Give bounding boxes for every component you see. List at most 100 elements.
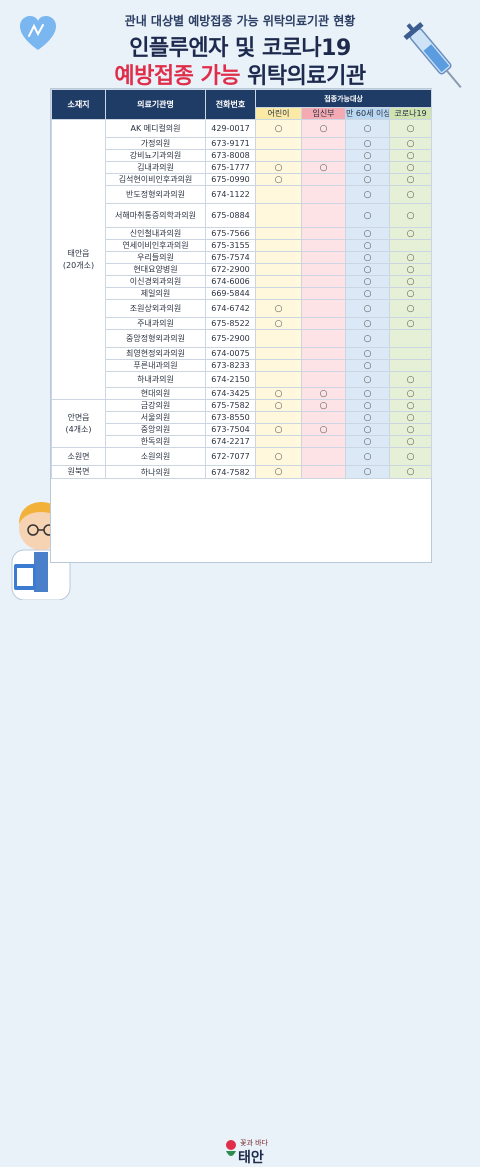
pregnant-cell [301, 435, 346, 448]
available-mark: ○ [363, 467, 372, 477]
covid-cell: ○ [388, 387, 433, 400]
institution-phone: 675-7582 [205, 399, 256, 412]
institution-name: 푸른내과의원 [105, 359, 206, 372]
available-mark: ○ [406, 467, 415, 477]
child-cell [255, 203, 302, 228]
institution-name: 최영현정외과의원 [105, 347, 206, 360]
child-cell: ○ [255, 423, 302, 436]
institution-phone: 675-0884 [205, 203, 256, 228]
available-mark: ○ [274, 303, 283, 314]
covid-cell: ○ [388, 411, 433, 424]
available-mark: ○ [274, 388, 283, 399]
pregnant-cell: ○ [301, 387, 346, 400]
covid-cell: ○ [388, 287, 433, 300]
table-row: 김석현이비인후과의원 675-0990 ○ ○ ○ [52, 173, 433, 186]
elderly-cell: ○ [345, 203, 390, 228]
available-mark: ○ [406, 252, 415, 263]
available-mark: ○ [363, 240, 372, 251]
region-cell: 태안읍 (20개소) [51, 119, 106, 400]
covid-cell: ○ [388, 251, 433, 264]
table-row: 중앙정형외과의원 675-2900 ○ [52, 329, 433, 348]
covid-cell: ○ [388, 185, 433, 204]
available-mark: ○ [274, 451, 283, 462]
table-row: 주내과의원 675-8522 ○ ○ ○ [52, 317, 433, 330]
pregnant-cell: ○ [301, 399, 346, 412]
institution-name: 가정의원 [105, 137, 206, 150]
available-mark: ○ [363, 318, 372, 329]
elderly-cell: ○ [345, 137, 390, 150]
child-cell [255, 435, 302, 448]
institution-phone: 674-2217 [205, 435, 256, 448]
available-mark: ○ [363, 264, 372, 275]
table-row: 소원면 소원의원 672-7077 ○ ○ ○ [51, 447, 433, 466]
available-mark: ○ [406, 162, 415, 173]
institution-name: 서해마취통증의학과의원 [105, 203, 206, 228]
pregnant-cell: ○ [301, 119, 346, 138]
institution-phone: 672-2900 [205, 263, 256, 276]
elderly-cell: ○ [345, 447, 390, 466]
child-cell: ○ [255, 173, 302, 186]
institution-table-panel: 소재지 의료기관명 전화번호 접종가능대상 어린이 임신부 만 60세 이상 코… [50, 88, 433, 563]
child-cell [255, 263, 302, 276]
institution-phone: 675-7574 [205, 251, 256, 264]
covid-cell: ○ [388, 435, 433, 448]
institution-table: 소재지 의료기관명 전화번호 접종가능대상 어린이 임신부 만 60세 이상 코… [51, 89, 433, 479]
table-row: 연세이비인후과의원 675-3155 ○ [52, 239, 433, 252]
available-mark: ○ [406, 318, 415, 329]
available-mark: ○ [363, 400, 372, 411]
pregnant-cell [301, 447, 346, 466]
elderly-cell: ○ [345, 371, 390, 388]
available-mark: ○ [274, 467, 283, 477]
elderly-cell: ○ [345, 411, 390, 424]
header-target: 접종가능대상 [254, 89, 433, 108]
available-mark: ○ [406, 288, 415, 299]
available-mark: ○ [363, 333, 372, 344]
institution-phone: 675-7566 [205, 227, 256, 240]
institution-name: 소원의원 [105, 447, 206, 466]
child-cell [255, 239, 302, 252]
covid-cell: ○ [388, 263, 433, 276]
available-mark: ○ [319, 400, 328, 411]
covid-cell [388, 359, 433, 372]
pregnant-cell [301, 329, 346, 348]
child-cell: ○ [255, 447, 302, 466]
elderly-cell: ○ [345, 359, 390, 372]
child-cell: ○ [255, 465, 302, 479]
institution-phone: 673-8233 [205, 359, 256, 372]
covid-cell: ○ [388, 423, 433, 436]
elderly-cell: ○ [345, 329, 390, 348]
pregnant-cell [301, 185, 346, 204]
institution-name: 금강의원 [105, 399, 206, 412]
covid-cell: ○ [388, 399, 433, 412]
elderly-cell: ○ [345, 423, 390, 436]
available-mark: ○ [363, 189, 372, 200]
elderly-cell: ○ [345, 227, 390, 240]
pregnant-cell [301, 371, 346, 388]
available-mark: ○ [363, 138, 372, 149]
available-mark: ○ [406, 123, 415, 134]
pregnant-cell [301, 347, 346, 360]
table-row: 우리들의원 675-7574 ○ ○ [52, 251, 433, 264]
table-row: 태안읍 (20개소) AK 메디컬의원 429-0017 ○ ○ ○ ○ [51, 119, 433, 400]
table-row: 조원상외과의원 674-6742 ○ ○ ○ [52, 299, 433, 318]
covid-cell: ○ [388, 119, 433, 138]
covid-cell [388, 329, 433, 348]
elderly-cell: ○ [345, 185, 390, 204]
available-mark: ○ [363, 174, 372, 185]
child-cell [255, 275, 302, 288]
table-row: 최영현정외과의원 674-0075 ○ [52, 347, 433, 360]
pregnant-cell [301, 263, 346, 276]
header-child: 어린이 [255, 107, 302, 120]
available-mark: ○ [406, 436, 415, 447]
elderly-cell: ○ [345, 119, 390, 138]
child-cell: ○ [255, 387, 302, 400]
institution-phone: 673-8550 [205, 411, 256, 424]
available-mark: ○ [363, 252, 372, 263]
available-mark: ○ [406, 138, 415, 149]
institution-phone: 674-6006 [205, 275, 256, 288]
institution-phone: 669-5844 [205, 287, 256, 300]
header-region: 소재지 [51, 89, 106, 120]
available-mark: ○ [406, 189, 415, 200]
available-mark: ○ [406, 388, 415, 399]
logo-text: 태안 [238, 1150, 264, 1166]
